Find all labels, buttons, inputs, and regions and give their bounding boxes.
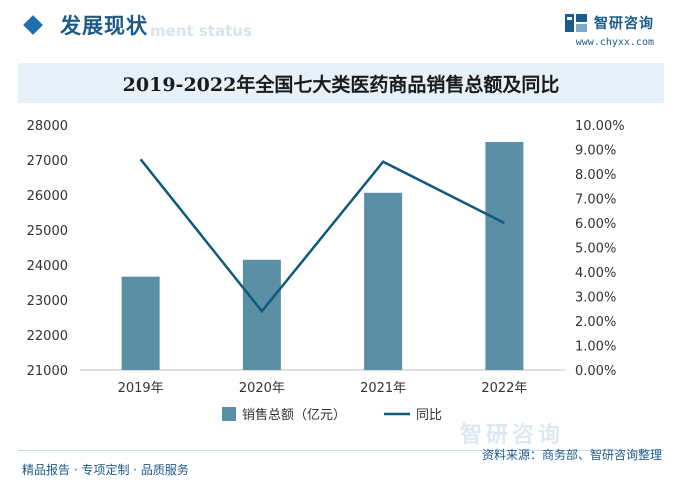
header-subtitle: ment status bbox=[150, 22, 252, 40]
footer-watermark: 智研咨询 bbox=[460, 423, 565, 448]
brand-url: www.chyxx.com bbox=[575, 37, 654, 48]
chart-title-bar: 2019-2022年全国七大类医药商品销售总额及同比 bbox=[18, 63, 664, 103]
page-title: 发展现状 bbox=[60, 14, 148, 38]
y-left-tick-label: 23000 bbox=[27, 294, 68, 309]
y-right-tick-label: 9.00% bbox=[575, 144, 616, 159]
y-left-tick-label: 28000 bbox=[27, 119, 68, 134]
brand-logo-icon bbox=[565, 14, 587, 32]
bar-1 bbox=[121, 276, 160, 370]
y-right-tick-label: 6.00% bbox=[575, 217, 616, 232]
y-right-tick-label: 5.00% bbox=[575, 242, 616, 257]
x-tick-label: 2022年 bbox=[481, 381, 527, 396]
brand: 智研咨询 www.chyxx.com bbox=[564, 12, 654, 48]
yoy-line bbox=[139, 158, 505, 314]
bar-2 bbox=[242, 259, 281, 370]
y-left-tick-label: 26000 bbox=[27, 189, 68, 204]
y-right-tick-label: 4.00% bbox=[575, 266, 616, 281]
y-right-tick-label: 7.00% bbox=[575, 193, 616, 208]
y-right-tick-label: 2.00% bbox=[575, 315, 616, 330]
y-left-tick-label: 24000 bbox=[27, 259, 68, 274]
y-right-tick-label: 0.00% bbox=[575, 364, 616, 379]
legend-bar-swatch bbox=[222, 407, 236, 421]
y-right-tick-label: 8.00% bbox=[575, 168, 616, 183]
y-right-tick-label: 1.00% bbox=[575, 340, 616, 355]
x-tick-label: 2019年 bbox=[118, 381, 164, 396]
brand-name: 智研咨询 bbox=[594, 16, 654, 32]
legend-line-label: 同比 bbox=[416, 408, 442, 423]
chart-title: 2019-2022年全国七大类医药商品销售总额及同比 bbox=[122, 73, 560, 96]
header: ment status 发展现状 智研咨询 www.chyxx.com bbox=[0, 0, 682, 58]
bar-3 bbox=[364, 192, 403, 370]
x-tick-label: 2021年 bbox=[360, 381, 406, 396]
y-left-tick-label: 21000 bbox=[27, 364, 68, 379]
source-note: 资料来源：商务部、智研咨询整理 bbox=[481, 448, 662, 462]
y-left-tick-label: 25000 bbox=[27, 224, 68, 239]
legend-bar-label: 销售总额（亿元） bbox=[242, 407, 346, 423]
footer-divider bbox=[18, 450, 664, 451]
x-tick-label: 2020年 bbox=[239, 381, 285, 396]
bar-4 bbox=[485, 141, 524, 370]
y-left-tick-label: 22000 bbox=[27, 329, 68, 344]
footer-tagline: 精品报告 · 专项定制 · 品质服务 bbox=[22, 463, 189, 477]
y-left-tick-label: 27000 bbox=[27, 154, 68, 169]
y-right-tick-label: 3.00% bbox=[575, 291, 616, 306]
y-right-tick-label: 10.00% bbox=[575, 119, 625, 134]
